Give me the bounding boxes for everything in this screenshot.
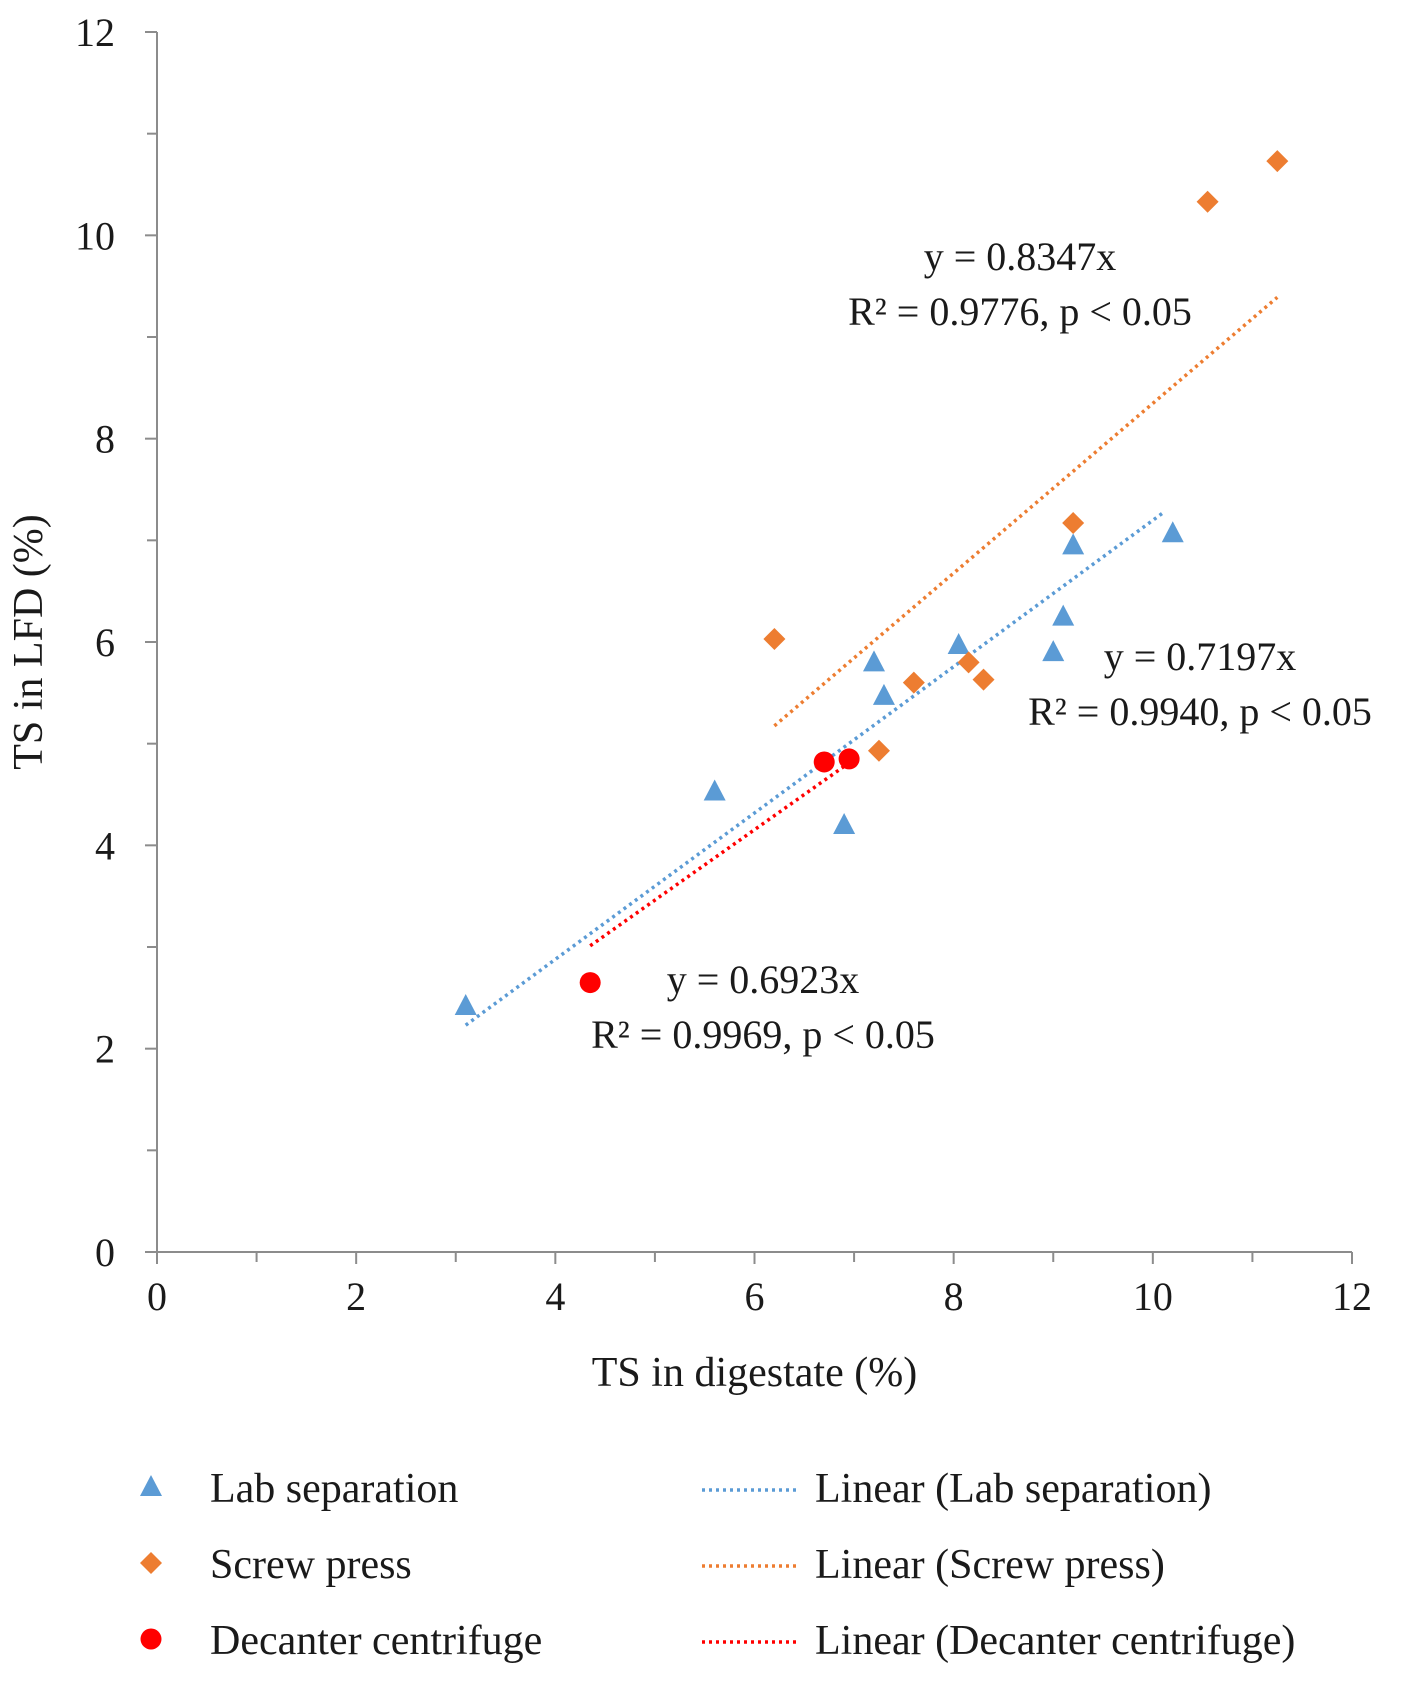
annotation-line: R² = 0.9776, p < 0.05 [848,289,1192,334]
point-lab-separation [454,993,477,1015]
y-tick-label: 12 [75,10,115,55]
data-markers [454,150,1289,1015]
x-tick-label: 4 [545,1274,565,1319]
annotation-line: y = 0.6923x [667,957,860,1002]
point-screw-press [763,627,786,650]
annotation-line: R² = 0.9969, p < 0.05 [591,1012,935,1057]
y-tick-label: 4 [95,823,115,868]
plot-area: 0 2 4 6 8 10 12 0 2 4 6 8 10 12 y = 0.8347x R² = 0.977… [75,10,1372,1319]
x-tick-label: 8 [944,1274,964,1319]
point-lab-separation [872,683,895,705]
legend-label-linear-lab-separation: Linear (Lab separation) [815,1466,1211,1512]
point-lab-separation [1062,533,1085,555]
annotation-screw-press: y = 0.8347x R² = 0.9776, p < 0.05 [848,234,1192,334]
x-tick-label: 2 [346,1274,366,1319]
point-lab-separation [1052,604,1075,626]
point-screw-press [867,739,890,762]
point-screw-press [1196,190,1219,213]
point-lab-separation [863,650,885,672]
x-axis-title: TS in digestate (%) [592,1350,917,1396]
point-lab-separation [947,633,970,655]
trendline-linear-screw-press [773,295,1279,728]
axis-ticks [145,31,1353,1264]
legend-marker-decanter-centrifuge [140,1628,162,1650]
annotation-lab-separation: y = 0.7197x R² = 0.9940, p < 0.05 [1028,634,1372,734]
annotation-decanter-centrifuge: y = 0.6923x R² = 0.9969, p < 0.05 [591,957,935,1057]
legend-label-decanter-centrifuge: Decanter centrifuge [210,1618,542,1664]
point-screw-press [1266,150,1289,173]
y-axis-title: TS in LFD (%) [6,514,52,770]
point-decanter-centrifuge [838,748,860,770]
point-lab-separation [703,779,726,801]
point-screw-press [972,668,995,691]
x-tick-label: 12 [1332,1274,1372,1319]
y-tick-label: 8 [95,417,115,462]
x-tick-label: 6 [745,1274,765,1319]
y-tick-label: 0 [95,1230,115,1275]
legend-label-screw-press: Screw press [210,1542,412,1588]
point-screw-press [1062,512,1085,535]
annotation-line: y = 0.7197x [1104,634,1297,679]
point-screw-press [957,651,980,674]
point-decanter-centrifuge [579,972,601,994]
annotation-line: y = 0.8347x [924,234,1117,279]
annotation-line: R² = 0.9940, p < 0.05 [1028,689,1372,734]
point-screw-press [902,671,925,694]
trendline-annotations: y = 0.8347x R² = 0.9776, p < 0.05 y = 0.71… [591,234,1372,1057]
x-tick-label: 0 [147,1274,167,1319]
legend-marker-screw-press [140,1552,162,1574]
trendlines [464,295,1279,1027]
legend-label-linear-screw-press: Linear (Screw press) [815,1542,1165,1588]
y-tick-label: 10 [75,213,115,258]
point-lab-separation [1042,640,1065,662]
legend: Lab separation Screw press Decanter centri… [140,1466,1295,1664]
y-tick-label: 6 [95,620,115,665]
x-tick-label: 10 [1133,1274,1173,1319]
trendline-linear-lab-separation [464,511,1164,1027]
point-lab-separation [1161,521,1184,543]
point-decanter-centrifuge [813,751,835,773]
legend-label-linear-decanter-centrifuge: Linear (Decanter centrifuge) [815,1618,1295,1664]
legend-marker-lab-separation [140,1475,162,1496]
y-tick-label: 2 [95,1027,115,1072]
point-lab-separation [833,813,856,834]
tick-labels: 0 2 4 6 8 10 12 0 2 4 6 8 10 12 [75,10,1372,1319]
legend-label-lab-separation: Lab separation [210,1466,458,1512]
